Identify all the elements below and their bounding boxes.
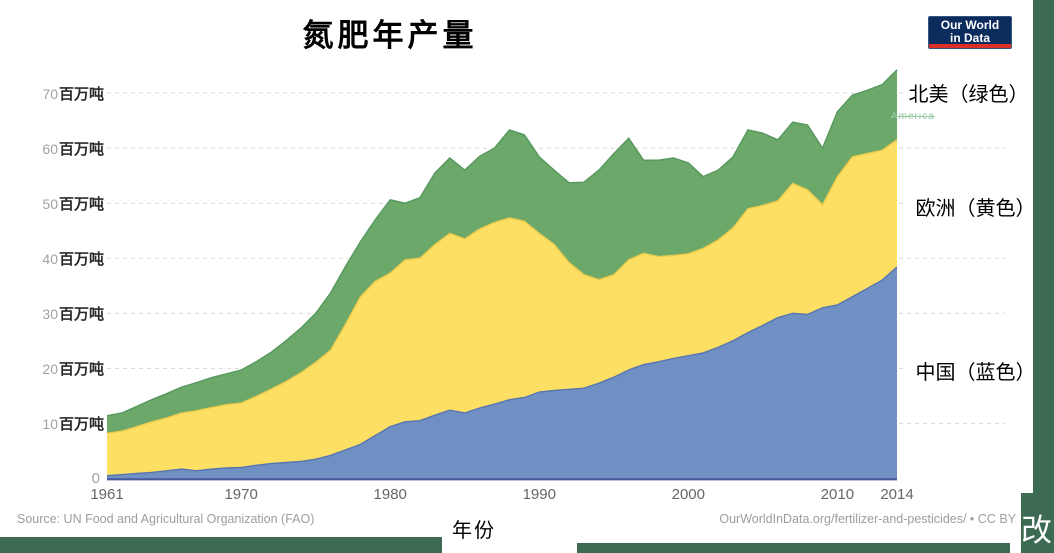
area-edge-1: [106, 139, 898, 434]
y-tick-value: 30: [42, 306, 58, 323]
y-tick-value: 40: [42, 251, 58, 268]
legend-label-china: 中国（蓝色）: [907, 353, 1044, 391]
legend-label-north-america: 北美（绿色）: [904, 76, 1033, 112]
y-tick-unit: 百万吨: [58, 140, 104, 159]
x-axis-label: 2014: [880, 486, 914, 503]
y-tick-value: 70: [42, 86, 58, 102]
frame-bottom-strip-left: [0, 537, 442, 553]
y-tick-value: 10: [42, 416, 58, 433]
frame-bottom-strip-right: [577, 543, 1010, 553]
area-band-2: [107, 69, 897, 434]
area-edge-0: [106, 266, 898, 477]
owid-logo-red-bar: [929, 44, 1011, 48]
attribution-link: OurWorldInData.org/fertilizer-and-pestic…: [719, 512, 1016, 526]
x-axis-label: 2000: [671, 486, 705, 503]
owid-logo: Our World in Data: [928, 16, 1012, 49]
frame-right-strip: [1033, 0, 1054, 553]
y-axis-label: 50百万吨: [0, 193, 104, 214]
x-axis-label: 1980: [373, 486, 407, 503]
legend-residual-text: America: [891, 111, 935, 122]
y-axis-label: 20百万吨: [0, 358, 104, 379]
y-tick-value: 60: [42, 141, 58, 158]
x-axis-label: 1961: [90, 486, 124, 503]
x-axis-label: 1970: [224, 486, 258, 503]
y-axis-label: 70百万吨: [0, 83, 104, 104]
area-band-1: [107, 139, 897, 476]
y-axis-label: 10百万吨: [0, 413, 104, 434]
frame-corner-block: 改: [1021, 493, 1054, 553]
y-tick-value: 50: [42, 196, 58, 213]
y-tick-unit: 百万吨: [58, 250, 104, 269]
area-band-0: [107, 267, 897, 479]
y-axis-zero-label: 0: [0, 470, 100, 488]
y-tick-value: 0: [91, 469, 100, 487]
y-tick-unit: 百万吨: [58, 415, 104, 434]
y-tick-unit: 百万吨: [58, 305, 104, 324]
y-axis-label: 30百万吨: [0, 303, 104, 324]
x-axis-title: 年份: [452, 518, 496, 542]
watermark-character: 改: [1021, 513, 1052, 549]
area-edge-2: [106, 69, 898, 417]
chart-title: 氮肥年产量: [302, 18, 478, 54]
legend-label-europe: 欧洲（黄色）: [907, 189, 1044, 227]
y-tick-value: 20: [42, 361, 58, 378]
source-note: Source: UN Food and Agricultural Organiz…: [17, 512, 315, 526]
owid-logo-text: Our World in Data: [940, 18, 1000, 45]
y-axis-label: 40百万吨: [0, 248, 104, 269]
y-axis-label: 60百万吨: [0, 138, 104, 159]
y-tick-unit: 百万吨: [58, 195, 104, 214]
x-axis-label: 2010: [820, 486, 855, 503]
x-axis-label: 1990: [522, 486, 556, 503]
y-tick-unit: 百万吨: [58, 85, 104, 103]
y-tick-unit: 百万吨: [58, 360, 104, 379]
